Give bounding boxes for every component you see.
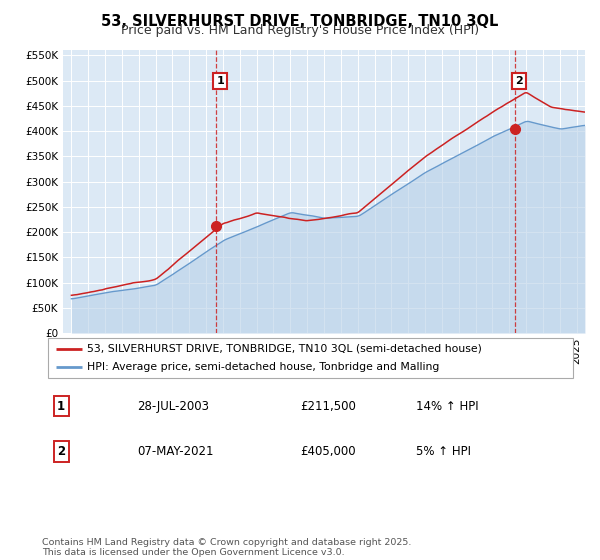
Text: 2: 2 <box>57 445 65 458</box>
Text: Contains HM Land Registry data © Crown copyright and database right 2025.
This d: Contains HM Land Registry data © Crown c… <box>42 538 412 557</box>
Text: HPI: Average price, semi-detached house, Tonbridge and Malling: HPI: Average price, semi-detached house,… <box>88 362 440 372</box>
Text: 14% ↑ HPI: 14% ↑ HPI <box>415 400 478 413</box>
Text: 1: 1 <box>57 400 65 413</box>
Text: Price paid vs. HM Land Registry's House Price Index (HPI): Price paid vs. HM Land Registry's House … <box>121 24 479 37</box>
Text: 1: 1 <box>216 76 224 86</box>
Text: £405,000: £405,000 <box>300 445 356 458</box>
Text: 07-MAY-2021: 07-MAY-2021 <box>137 445 214 458</box>
Text: 53, SILVERHURST DRIVE, TONBRIDGE, TN10 3QL: 53, SILVERHURST DRIVE, TONBRIDGE, TN10 3… <box>101 14 499 29</box>
Text: 5% ↑ HPI: 5% ↑ HPI <box>415 445 470 458</box>
Text: 2: 2 <box>515 76 523 86</box>
Text: £211,500: £211,500 <box>300 400 356 413</box>
FancyBboxPatch shape <box>48 338 573 378</box>
Text: 53, SILVERHURST DRIVE, TONBRIDGE, TN10 3QL (semi-detached house): 53, SILVERHURST DRIVE, TONBRIDGE, TN10 3… <box>88 344 482 353</box>
Text: 28-JUL-2003: 28-JUL-2003 <box>137 400 209 413</box>
